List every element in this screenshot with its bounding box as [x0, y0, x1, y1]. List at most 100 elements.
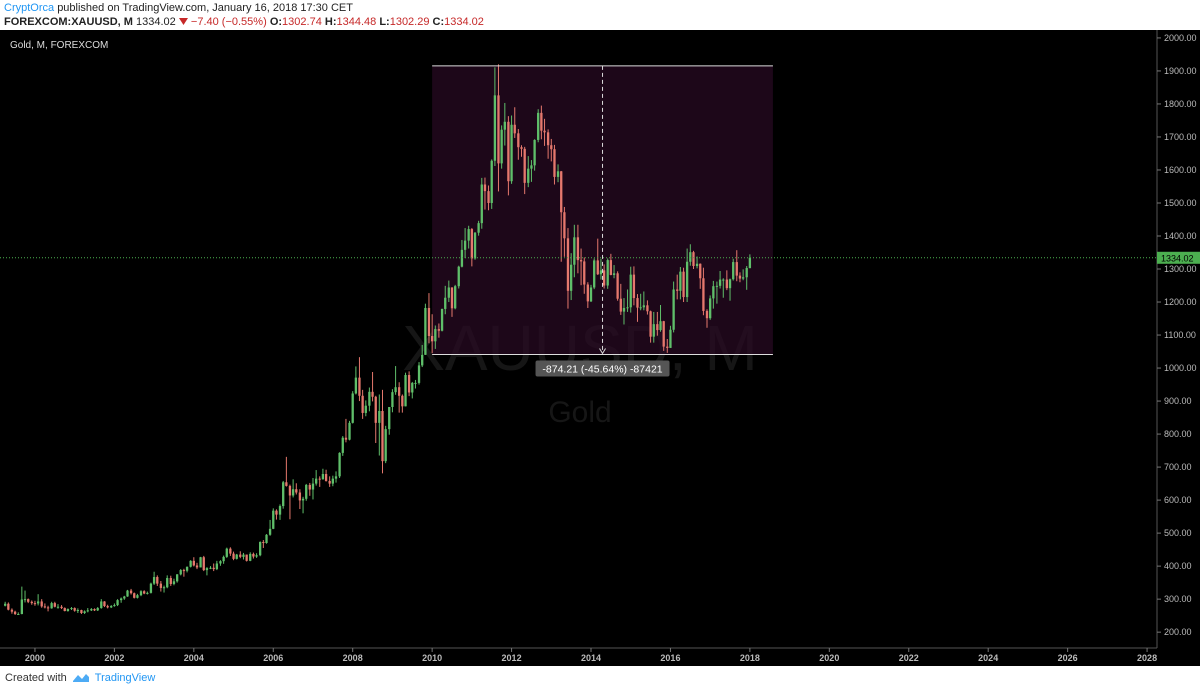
candle-body	[732, 262, 735, 280]
x-tick-label: 2028	[1137, 653, 1157, 663]
candle-body	[17, 613, 20, 615]
price: 1334.02	[136, 16, 176, 28]
candle-body	[232, 553, 235, 559]
candle-body	[444, 297, 447, 309]
price-axis	[1157, 30, 1200, 666]
candle-body	[460, 249, 464, 267]
candle-body	[685, 261, 689, 298]
candle-body	[146, 592, 149, 594]
candle-body	[215, 563, 219, 570]
candle-body	[30, 601, 33, 604]
y-tick-label: 1400.00	[1164, 231, 1197, 241]
y-tick-label: 1600.00	[1164, 165, 1197, 175]
candle-body	[583, 261, 586, 285]
symbol-line: FOREXCOM:XAUUSD, M 1334.02 −7.40 (−0.55%…	[4, 15, 1200, 29]
candle-body	[219, 561, 222, 564]
candle-body	[361, 395, 364, 413]
y-tick-label: 900.00	[1164, 396, 1192, 406]
candle-body	[255, 555, 258, 557]
candle-body	[195, 565, 199, 568]
candle-body	[252, 553, 255, 557]
candle-body	[411, 382, 414, 393]
candle-body	[414, 382, 417, 384]
brand[interactable]: TradingView	[94, 671, 156, 684]
candle-body	[242, 554, 245, 557]
candle-body	[401, 395, 404, 407]
y-tick-label: 600.00	[1164, 495, 1192, 505]
candle-body	[162, 587, 166, 589]
candle-body	[229, 548, 232, 554]
candle-body	[381, 410, 384, 462]
candle-body	[480, 184, 483, 224]
candle-body	[682, 271, 685, 298]
candle-body	[185, 566, 189, 571]
candle-body	[116, 600, 119, 606]
x-tick-label: 2004	[184, 653, 204, 663]
y-tick-label: 1500.00	[1164, 198, 1197, 208]
candle-body	[715, 285, 719, 287]
change: −7.40 (−0.55%)	[190, 16, 267, 28]
y-tick-label: 1000.00	[1164, 363, 1197, 373]
candle-body	[602, 270, 606, 286]
candle-body	[262, 542, 265, 544]
candle-body	[149, 583, 153, 593]
candle-body	[358, 377, 361, 396]
candle-body	[477, 223, 480, 233]
candle-body	[239, 554, 242, 557]
candle-body	[649, 311, 652, 337]
candle-body	[676, 289, 679, 291]
candle-body	[622, 307, 626, 312]
candle-body	[110, 606, 113, 608]
candle-body	[282, 482, 285, 507]
ohlc-value: 1302.29	[389, 16, 430, 28]
x-tick-label: 2014	[581, 653, 601, 663]
candle-body	[573, 237, 576, 265]
candle-body	[272, 510, 275, 529]
candle-body	[172, 581, 176, 584]
y-tick-label: 1300.00	[1164, 264, 1197, 274]
candle-body	[467, 229, 470, 241]
candle-body	[457, 266, 460, 287]
candle-body	[371, 391, 374, 397]
author[interactable]: CryptOrca	[4, 2, 55, 14]
ohlc-label: L:	[379, 16, 390, 28]
candle-body	[669, 329, 672, 348]
candle-body	[662, 321, 665, 347]
candle-body	[636, 298, 639, 308]
candle-body	[33, 603, 37, 605]
brand-logo	[72, 674, 89, 682]
candle-body	[56, 606, 60, 608]
candle-body	[119, 598, 123, 601]
candle-body	[86, 610, 89, 612]
candle-body	[440, 308, 444, 331]
candle-body	[235, 554, 238, 559]
candle-body	[103, 601, 106, 607]
created-with: Created with	[5, 671, 67, 684]
candle-body	[53, 603, 56, 607]
candle-body	[450, 287, 454, 309]
y-tick-label: 300.00	[1164, 594, 1192, 604]
candle-body	[275, 510, 278, 515]
candle-body	[553, 149, 556, 177]
y-tick-label: 700.00	[1164, 462, 1192, 472]
candle-body	[741, 277, 745, 279]
candle-body	[10, 609, 14, 612]
candle-body	[63, 608, 66, 612]
candle-body	[143, 591, 146, 594]
candle-body	[100, 601, 103, 609]
ohlc-value: 1344.48	[336, 16, 377, 28]
candle-body	[560, 171, 563, 213]
candle-body	[20, 599, 24, 614]
candle-body	[510, 124, 513, 182]
candle-body	[702, 278, 705, 311]
candle-body	[540, 112, 543, 131]
candle-body	[629, 274, 632, 308]
candle-body	[493, 95, 497, 161]
candle-body	[533, 139, 536, 166]
candle-body	[543, 130, 546, 133]
candle-body	[308, 484, 311, 490]
candle-body	[503, 121, 506, 130]
candle-body	[334, 476, 338, 479]
candle-body	[13, 611, 17, 614]
